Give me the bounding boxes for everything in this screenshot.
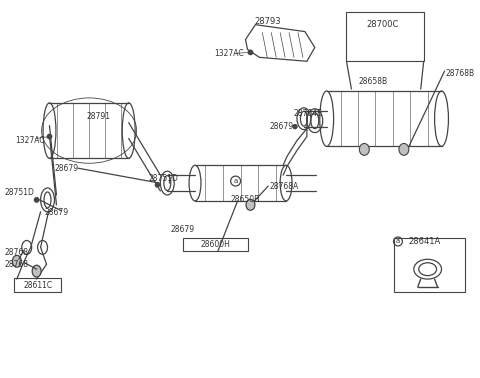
Text: a: a bbox=[396, 239, 400, 245]
Text: 28658B: 28658B bbox=[359, 77, 387, 85]
Ellipse shape bbox=[12, 255, 21, 267]
Text: 28768B: 28768B bbox=[445, 69, 475, 77]
Text: 28768: 28768 bbox=[5, 248, 29, 257]
Text: 28611C: 28611C bbox=[23, 280, 52, 290]
Ellipse shape bbox=[246, 199, 255, 210]
Text: 28679: 28679 bbox=[54, 164, 79, 173]
Text: 28751D: 28751D bbox=[5, 189, 35, 197]
Circle shape bbox=[156, 183, 159, 187]
Text: 28641A: 28641A bbox=[409, 237, 441, 246]
Bar bbox=[14, 278, 61, 292]
Text: 28793: 28793 bbox=[254, 17, 281, 26]
Text: 28679: 28679 bbox=[45, 208, 69, 217]
Text: 28764E: 28764E bbox=[293, 109, 322, 118]
Circle shape bbox=[48, 134, 52, 139]
Text: 28650B: 28650B bbox=[231, 195, 260, 204]
Text: 28791: 28791 bbox=[87, 112, 111, 121]
Circle shape bbox=[35, 198, 39, 202]
Text: 1327AC: 1327AC bbox=[214, 49, 243, 58]
Circle shape bbox=[293, 125, 297, 129]
Ellipse shape bbox=[32, 265, 41, 277]
Bar bbox=[183, 237, 249, 251]
Text: 28600H: 28600H bbox=[201, 240, 231, 249]
Text: 28679: 28679 bbox=[269, 122, 293, 131]
Bar bbox=[394, 237, 465, 292]
Text: 28679: 28679 bbox=[170, 225, 194, 234]
Text: 28768: 28768 bbox=[5, 260, 29, 269]
Circle shape bbox=[248, 50, 252, 54]
Ellipse shape bbox=[360, 144, 369, 155]
Text: 28768A: 28768A bbox=[269, 181, 299, 191]
Text: 28700C: 28700C bbox=[366, 20, 398, 29]
Text: a: a bbox=[233, 178, 238, 184]
Text: 1327AC: 1327AC bbox=[15, 136, 45, 145]
Bar bbox=[347, 12, 424, 61]
Text: 28751D: 28751D bbox=[148, 174, 179, 183]
Ellipse shape bbox=[399, 144, 409, 155]
